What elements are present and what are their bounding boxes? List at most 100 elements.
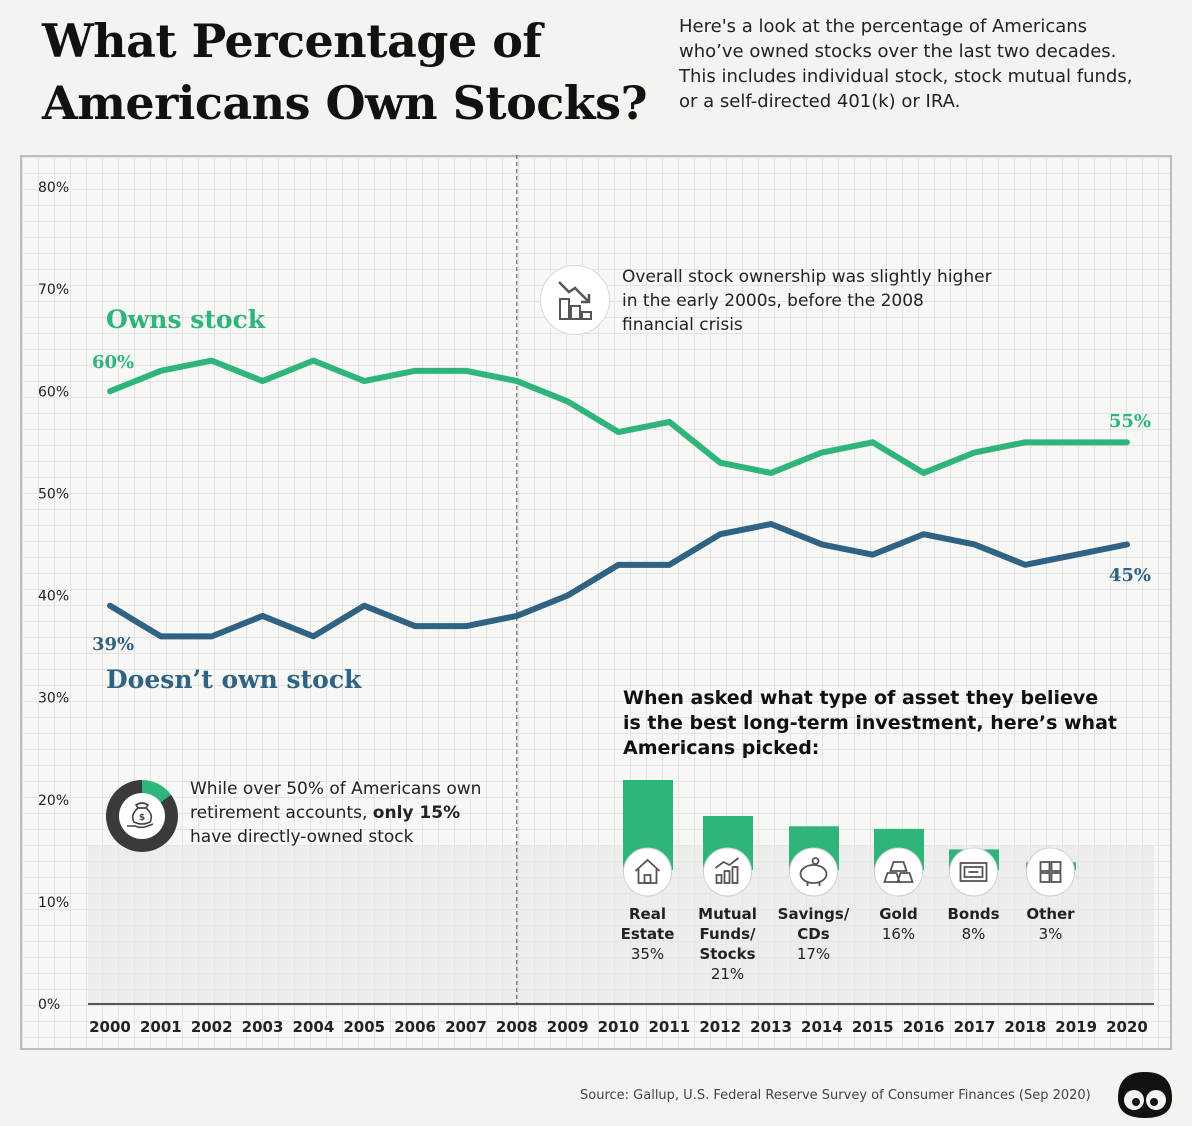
growth-icon-bar [715, 874, 723, 884]
bar-category-label: CDs [797, 925, 829, 943]
y-tick-label: 40% [38, 589, 69, 605]
grid-icon-cell [1039, 861, 1051, 872]
source-note: Source: Gallup, U.S. Federal Reserve Sur… [580, 1088, 1091, 1103]
gold-icon-bar [896, 872, 914, 883]
series-line-owns-stock [107, 357, 1130, 476]
x-tick-label: 2002 [191, 1018, 233, 1036]
crisis-annotation: Overall stock ownership was slightly hig… [622, 265, 992, 337]
retire-line-bold: only 15% [372, 803, 461, 823]
gold-bars-icon [874, 847, 923, 897]
house-icon [623, 847, 672, 897]
y-tick-label: 20% [38, 793, 69, 809]
bar-category-label: Real [629, 905, 666, 923]
retirement-annotation: While over 50% of Americans own retireme… [190, 777, 481, 849]
end-value-label-not-owns: 45% [1109, 565, 1151, 586]
bar-category-label: Mutual [698, 905, 757, 923]
x-tick-label: 2012 [699, 1018, 741, 1036]
grid-icon-cell [1050, 861, 1062, 872]
growth-chart-icon [703, 847, 752, 897]
bond-icon-inner [963, 866, 984, 878]
survey-title-line: Americans picked: [623, 737, 820, 759]
series-label-owns: Owns stock [106, 305, 266, 334]
house-icon-roof [634, 858, 661, 872]
series-label-not-owns: Doesn’t own stock [106, 665, 362, 694]
x-tick-label: 2005 [343, 1018, 385, 1036]
x-tick-label: 2015 [852, 1018, 894, 1036]
start-value-label-owns: 60% [92, 352, 134, 373]
growth-icon-line [714, 857, 740, 869]
x-tick-label: 2010 [598, 1018, 640, 1036]
intro-text: Here's a look at the percentage of Ameri… [679, 14, 1159, 114]
x-tick-label: 2003 [242, 1018, 284, 1036]
grid-icon-cell [1039, 872, 1051, 883]
y-tick-label: 30% [38, 691, 69, 707]
bar-category-label: Stocks [699, 945, 755, 963]
bar-value-label: 3% [1039, 925, 1063, 943]
piggy-bank-icon [789, 847, 838, 897]
x-tick-label: 2019 [1055, 1018, 1097, 1036]
bar-value-label: 8% [962, 925, 986, 943]
retire-line-pre: retirement accounts, [190, 803, 373, 823]
bar-category-label: Savings/ [778, 905, 850, 923]
bar-value-label: 16% [882, 925, 915, 943]
survey-title: When asked what type of asset they belie… [623, 686, 1117, 761]
visual-capitalist-logo-icon [1110, 1064, 1180, 1122]
bar-value-label: 35% [631, 945, 664, 963]
survey-title-line: When asked what type of asset they belie… [623, 687, 1099, 709]
start-value-label-not-owns: 39% [92, 634, 134, 655]
intro-line: who’ve owned stocks over the last two de… [679, 41, 1117, 62]
title-line-2: Americans Own Stocks? [42, 76, 648, 130]
x-tick-label: 2001 [140, 1018, 182, 1036]
house-icon-door [643, 874, 652, 884]
x-tick-label: 2011 [648, 1018, 690, 1036]
retire-line: retirement accounts, only 15% [190, 801, 481, 825]
growth-icon-bar [723, 870, 731, 884]
page-title: What Percentage of Americans Own Stocks? [42, 10, 648, 134]
intro-line: or a self-directed 401(k) or IRA. [679, 91, 961, 112]
x-tick-label: 2018 [1004, 1018, 1046, 1036]
x-tick-label: 2020 [1106, 1018, 1148, 1036]
money-hand-icon: $ [106, 780, 178, 852]
x-tick-label: 2000 [89, 1018, 131, 1036]
end-value-label-owns: 55% [1109, 411, 1151, 432]
piggy-icon-body [799, 864, 828, 884]
svg-text:$: $ [139, 813, 145, 823]
bar-value-label: 21% [711, 965, 744, 983]
x-tick-label: 2009 [547, 1018, 589, 1036]
y-tick-label: 70% [38, 282, 69, 298]
grid-icon [1026, 847, 1075, 897]
bar-category-label: Other [1026, 905, 1075, 923]
x-tick-label: 2006 [394, 1018, 436, 1036]
bond-icon-frame [959, 862, 988, 882]
crisis-line: Overall stock ownership was slightly hig… [622, 267, 992, 287]
declining-chart-icon [540, 265, 610, 335]
y-tick-label: 10% [38, 895, 69, 911]
intro-line: This includes individual stock, stock mu… [679, 66, 1133, 87]
y-tick-label: 60% [38, 384, 69, 400]
intro-line: Here's a look at the percentage of Ameri… [679, 16, 1088, 37]
crisis-line: financial crisis [622, 315, 743, 335]
bar-category-label: Funds/ [699, 925, 756, 943]
y-tick-label: 0% [38, 997, 60, 1013]
bar-category-label: Bonds [947, 905, 999, 923]
x-tick-label: 2014 [801, 1018, 843, 1036]
retire-line: have directly-owned stock [190, 827, 414, 847]
grid-icon-cell [1050, 872, 1062, 883]
survey-title-line: is the best long-term investment, here’s… [623, 712, 1117, 734]
y-tick-label: 50% [38, 486, 69, 502]
x-tick-label: 2004 [293, 1018, 335, 1036]
gold-icon-bar [889, 861, 908, 872]
crisis-line: in the early 2000s, before the 2008 [622, 291, 924, 311]
piggy-icon-coin [811, 857, 820, 865]
retire-line: While over 50% of Americans own [190, 779, 482, 799]
x-tick-label: 2008 [496, 1018, 538, 1036]
bar-category-label: Gold [879, 905, 918, 923]
series-line-doesnt-own-stock [107, 521, 1130, 640]
bar-category-label: Estate [621, 925, 675, 943]
x-tick-label: 2017 [954, 1018, 996, 1036]
title-line-1: What Percentage of [42, 14, 542, 68]
growth-icon-bar [731, 866, 739, 884]
bar-value-label: 17% [797, 945, 830, 963]
x-tick-label: 2016 [903, 1018, 945, 1036]
x-tick-label: 2007 [445, 1018, 487, 1036]
